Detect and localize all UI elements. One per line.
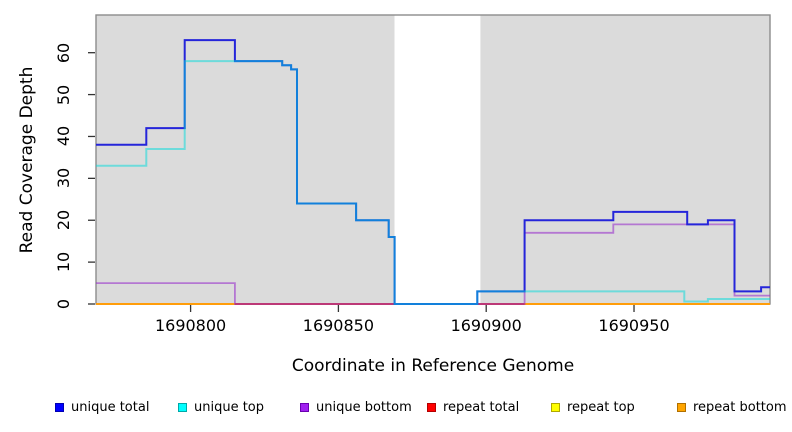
shaded-region [96, 15, 395, 304]
gap-region [394, 16, 481, 304]
shaded-region [480, 15, 770, 304]
y-tick-label: 0 [54, 298, 73, 310]
legend-item-unique-bottom: unique bottom [300, 399, 412, 415]
legend-label: unique total [71, 399, 150, 415]
y-tick-label: 20 [54, 210, 73, 231]
y-tick-label: 10 [54, 251, 73, 273]
legend-item-unique-total: unique total [55, 399, 149, 415]
x-tick-label: 1690800 [154, 316, 227, 335]
x-tick-label: 1690850 [302, 316, 375, 335]
legend-swatch-unique-top [178, 402, 187, 412]
legend-swatch-repeat-total [427, 402, 436, 412]
legend-label: repeat bottom [693, 399, 787, 415]
legend-swatch-unique-bottom [300, 402, 309, 412]
series-unique-top [96, 60, 770, 305]
x-axis-title: Coordinate in Reference Genome [291, 356, 575, 376]
legend-swatch-unique-total [55, 402, 64, 412]
legend-label: unique top [194, 399, 265, 415]
legend-swatch-repeat-bottom [677, 402, 686, 412]
legend-item-unique-top: unique top [178, 399, 264, 415]
legend-item-repeat-top: repeat top [551, 399, 635, 415]
legend-label: repeat total [443, 399, 520, 415]
x-tick-label: 1690950 [598, 316, 670, 335]
legend-swatch-repeat-top [551, 402, 560, 412]
legend-item-repeat-total: repeat total [427, 399, 519, 415]
y-tick-label: 40 [54, 126, 73, 147]
legend-label: repeat top [567, 399, 635, 415]
y-axis-title: Read Coverage Depth [17, 66, 37, 254]
legend: unique total unique top unique bottom re… [0, 399, 792, 421]
x-tick-label: 1690900 [450, 316, 522, 335]
y-tick-label: 30 [54, 168, 73, 189]
y-tick-label: 50 [54, 84, 73, 105]
legend-label: unique bottom [316, 399, 412, 415]
y-tick-label: 60 [54, 42, 73, 63]
legend-item-repeat-bottom: repeat bottom [677, 399, 787, 415]
